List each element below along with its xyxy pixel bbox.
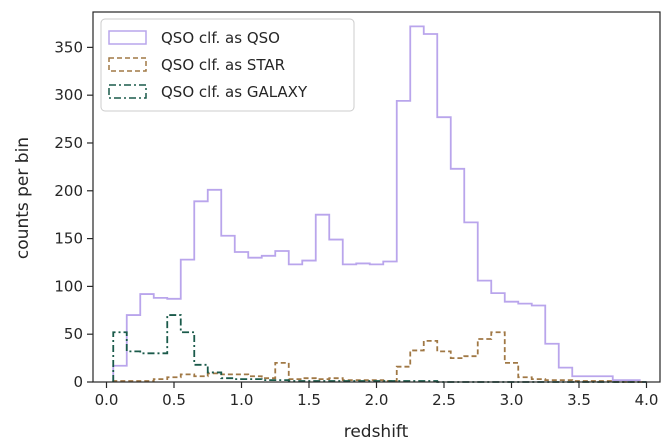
- y-tick-label: 300: [54, 86, 83, 104]
- x-tick-label: 2.5: [432, 391, 456, 409]
- y-tick-label: 50: [64, 325, 83, 343]
- series-star-histogram: [112, 331, 647, 383]
- x-tick-label: 4.0: [635, 391, 659, 409]
- x-tick-label: 0.0: [95, 391, 119, 409]
- legend-box: [100, 18, 355, 112]
- series-galaxy-histogram: [112, 314, 647, 383]
- x-tick-label: 3.0: [500, 391, 524, 409]
- legend-label-galaxy: QSO clf. as GALAXY: [161, 83, 308, 101]
- legend-label-star: QSO clf. as STAR: [161, 56, 285, 74]
- x-tick-label: 0.5: [162, 391, 186, 409]
- y-tick-label: 100: [54, 277, 83, 295]
- x-axis-ticks: 0.0 0.5 1.0 1.5 2.0 2.5 3.0 3.5 4.0: [95, 382, 659, 409]
- plot-frame: [92, 11, 661, 383]
- legend-swatch-galaxy: [108, 84, 147, 99]
- x-axis-label: redshift: [344, 422, 409, 442]
- legend-swatch-star: [108, 57, 147, 72]
- y-axis-label: counts per bin: [13, 137, 33, 259]
- x-tick-label: 3.5: [567, 391, 591, 409]
- legend-label-qso: QSO clf. as QSO: [161, 29, 280, 47]
- x-tick-label: 1.0: [230, 391, 254, 409]
- y-tick-label: 0: [73, 373, 83, 391]
- y-tick-label: 350: [54, 38, 83, 56]
- y-axis-ticks: 0 50 100 150 200 250 300 350: [54, 38, 93, 391]
- legend: QSO clf. as QSO QSO clf. as STAR QSO clf…: [100, 18, 355, 112]
- y-tick-label: 200: [54, 182, 83, 200]
- series-qso-histogram: [112, 25, 647, 383]
- x-tick-label: 1.5: [297, 391, 321, 409]
- y-tick-label: 250: [54, 134, 83, 152]
- x-tick-label: 2.0: [365, 391, 389, 409]
- y-tick-label: 150: [54, 230, 83, 248]
- legend-swatch-qso: [108, 30, 147, 45]
